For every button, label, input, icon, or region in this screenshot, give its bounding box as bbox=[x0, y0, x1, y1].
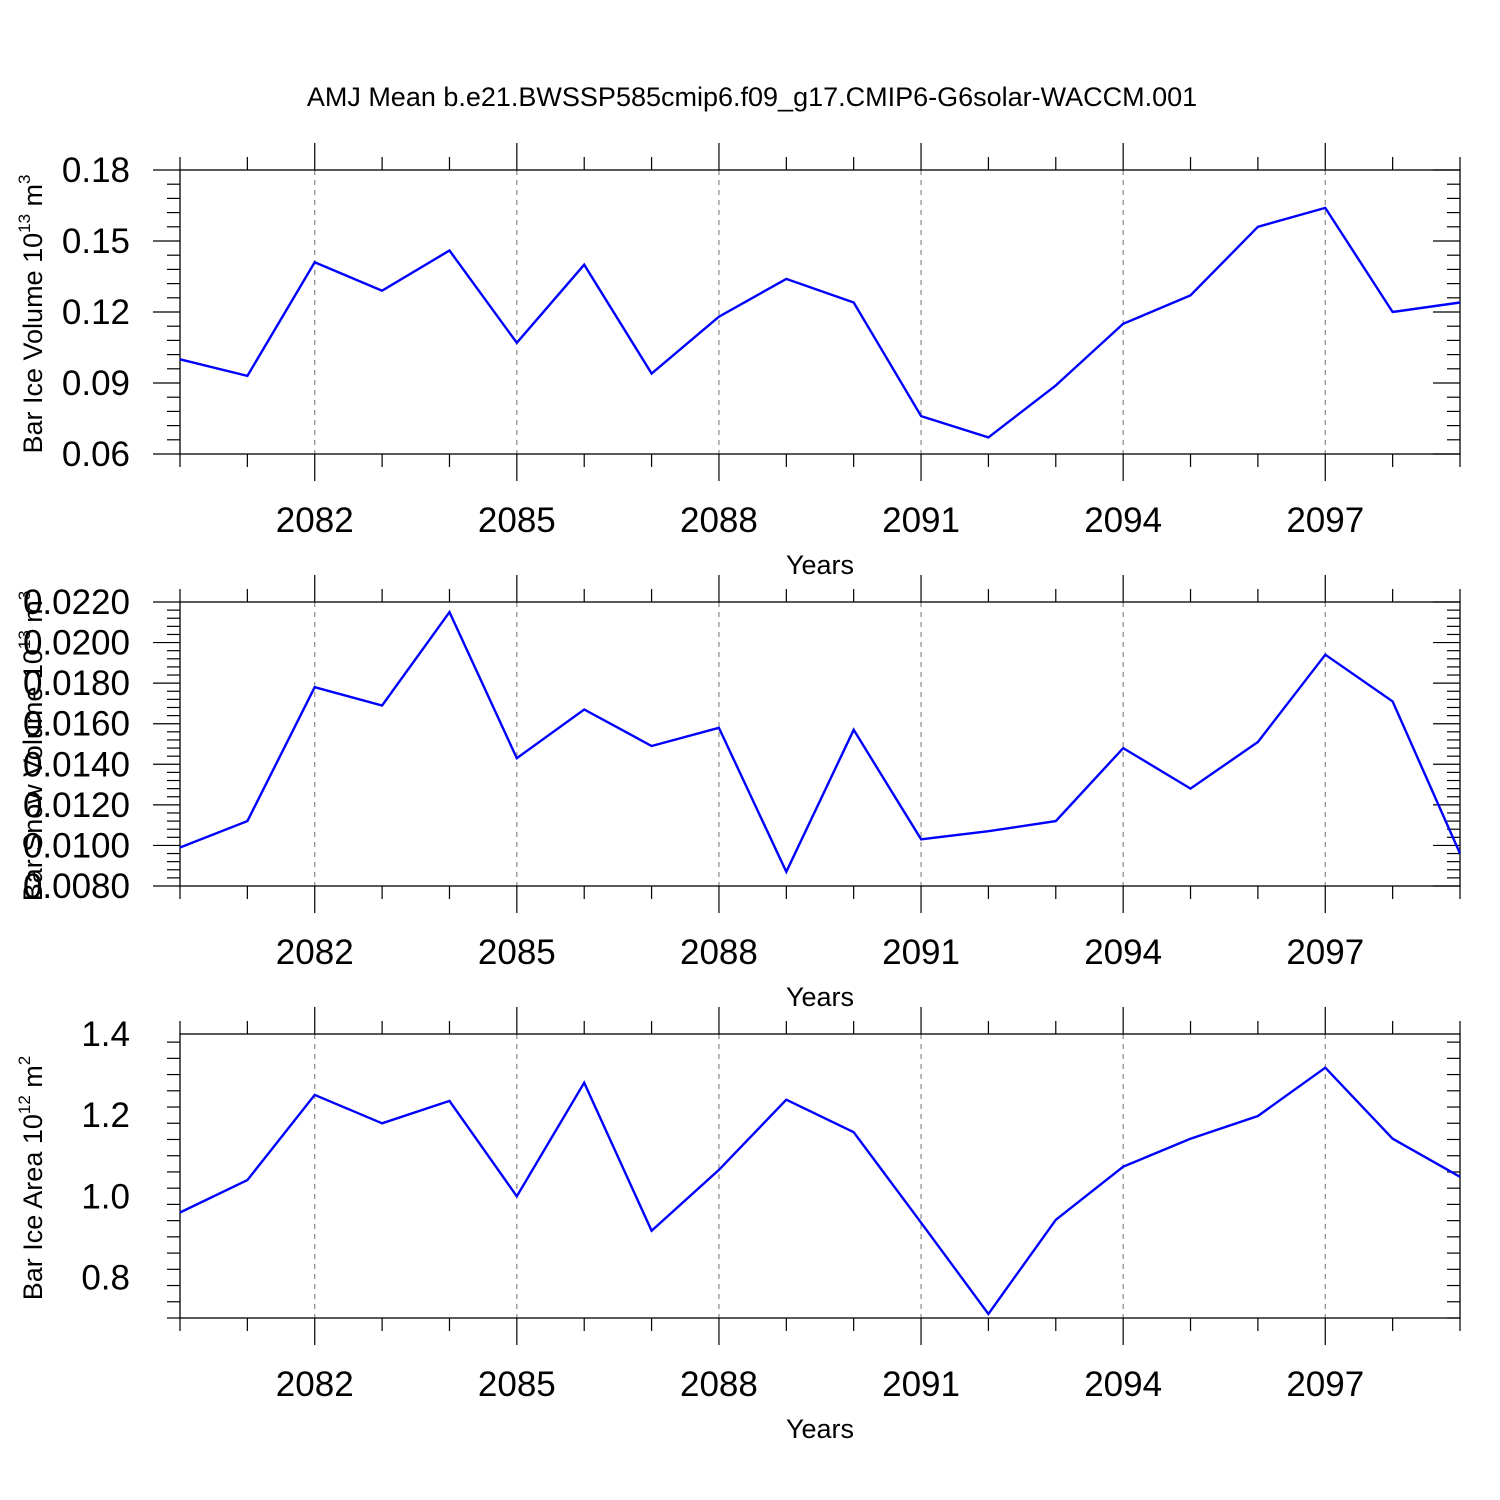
y-axis-label: Bar Ice Area 1012 m2 bbox=[15, 1056, 48, 1301]
y-axis-label-superscript: 3 bbox=[15, 591, 34, 600]
plot-frame bbox=[179, 169, 1461, 455]
x-axis-label: Years bbox=[786, 1414, 854, 1444]
y-axis-label-superscript: 13 bbox=[15, 630, 34, 649]
x-tick-label: 2088 bbox=[680, 1365, 758, 1404]
y-tick-label: 0.06 bbox=[62, 435, 130, 474]
y-tick-label: 0.15 bbox=[62, 222, 130, 261]
y-tick-label: 0.09 bbox=[62, 364, 130, 403]
y-axis-label-superscript: 2 bbox=[15, 1056, 34, 1065]
y-tick-label: 0.0080 bbox=[23, 867, 130, 906]
y-tick-label: 0.0180 bbox=[23, 664, 130, 703]
y-tick-label: 0.18 bbox=[62, 151, 130, 190]
y-axis-label-text: m bbox=[18, 184, 48, 214]
x-tick-label: 2094 bbox=[1084, 933, 1162, 972]
y-tick-label: 0.0140 bbox=[23, 745, 130, 784]
x-tick-label: 2088 bbox=[680, 501, 758, 540]
y-tick-label: 0.12 bbox=[62, 293, 130, 332]
y-axis-label-text: m bbox=[18, 600, 48, 630]
chart-panel-1: 2082 2085 2088 2091 2094 2097 0.06 0.09 0.12 0.15… bbox=[15, 143, 1461, 580]
y-axis-label-text: m bbox=[18, 1065, 48, 1095]
x-axis-label: Years bbox=[786, 550, 854, 580]
y-tick-label: 0.8 bbox=[81, 1258, 130, 1297]
y-tick-label: 0.0100 bbox=[23, 826, 130, 865]
series-line bbox=[179, 206, 1461, 439]
x-tick-label: 2085 bbox=[478, 1365, 556, 1404]
x-axis-label: Years bbox=[786, 982, 854, 1012]
x-tick-label: 2085 bbox=[478, 933, 556, 972]
x-tick-label: 2082 bbox=[276, 1365, 354, 1404]
y-axis-label-superscript: 13 bbox=[15, 214, 34, 233]
y-tick-label: 0.0200 bbox=[23, 624, 130, 663]
y-axis-label-text: Bar Ice Area 10 bbox=[18, 1114, 48, 1300]
y-axis-label-text: Bar Ice Volume 10 bbox=[18, 233, 48, 454]
y-tick-label: 0.0220 bbox=[23, 583, 130, 622]
y-axis-label-superscript: 12 bbox=[15, 1095, 34, 1114]
x-tick-label: 2097 bbox=[1286, 501, 1364, 540]
series-line bbox=[179, 1066, 1461, 1316]
x-tick-label: 2091 bbox=[882, 501, 960, 540]
figure-title: AMJ Mean b.e21.BWSSP585cmip6.f09_g17.CMI… bbox=[307, 82, 1197, 112]
x-tick-label: 2091 bbox=[882, 933, 960, 972]
x-tick-label: 2094 bbox=[1084, 1365, 1162, 1404]
plot-frame bbox=[179, 601, 1461, 887]
x-tick-label: 2088 bbox=[680, 933, 758, 972]
series-line bbox=[179, 609, 1462, 875]
x-tick-label: 2091 bbox=[882, 1365, 960, 1404]
y-tick-label: 1.2 bbox=[81, 1096, 130, 1135]
y-tick-label: 0.0120 bbox=[23, 786, 130, 825]
panels: 2082 2085 2088 2091 2094 2097 0.06 0.09 0.12 0.15… bbox=[15, 143, 1462, 1444]
y-tick-label: 1.0 bbox=[81, 1177, 130, 1216]
plot-frame bbox=[179, 1033, 1461, 1319]
x-tick-label: 2094 bbox=[1084, 501, 1162, 540]
y-axis-label: Bar Snow Volume 1013 m3 bbox=[15, 591, 48, 902]
y-axis-label-text: Bar Snow Volume 10 bbox=[18, 649, 48, 901]
y-tick-label: 0.0160 bbox=[23, 705, 130, 744]
y-axis-label-superscript: 3 bbox=[15, 174, 34, 183]
x-tick-label: 2082 bbox=[276, 501, 354, 540]
x-tick-label: 2082 bbox=[276, 933, 354, 972]
x-tick-label: 2097 bbox=[1286, 1365, 1364, 1404]
chart-panel-2: 2082 2085 2088 2091 2094 20970.00800.01000.01… bbox=[15, 575, 1462, 1012]
x-tick-label: 2097 bbox=[1286, 933, 1364, 972]
y-axis-label: Bar Ice Volume 1013 m3 bbox=[15, 174, 48, 453]
chart-panel-3: 2082 2085 2088 2091 2094 2097 0.8 1.0 1.2 1.4 Year… bbox=[15, 1007, 1461, 1444]
y-tick-label: 1.4 bbox=[81, 1015, 130, 1054]
x-tick-label: 2085 bbox=[478, 501, 556, 540]
